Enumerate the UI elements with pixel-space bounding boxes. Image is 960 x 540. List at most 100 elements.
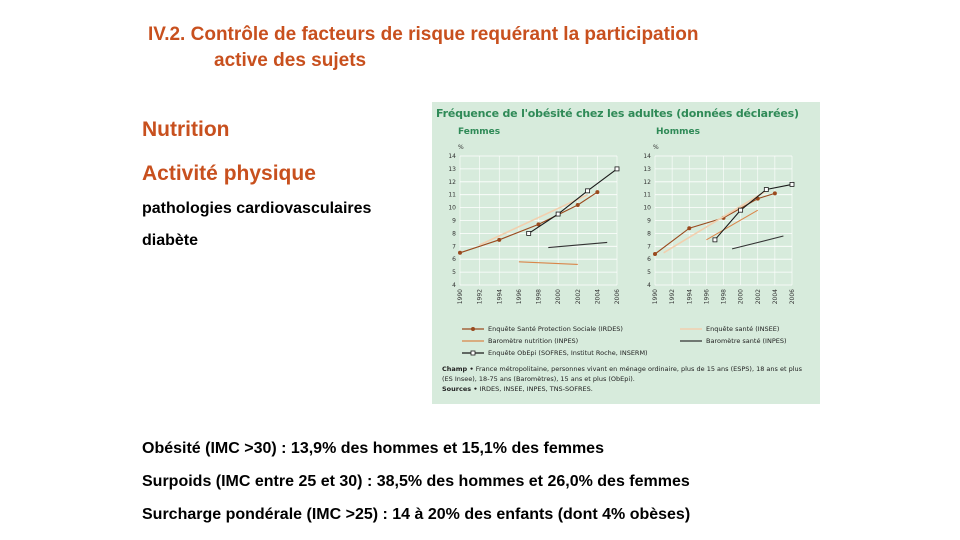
data-point bbox=[712, 237, 718, 243]
series-line bbox=[518, 261, 578, 265]
series-line bbox=[663, 190, 767, 254]
data-point bbox=[789, 181, 795, 187]
fact-surcharge-ponderale: Surcharge pondérale (IMC >25) : 14 à 20%… bbox=[142, 506, 691, 523]
sources-text: IRDES, INSEE, INPES, TNS-SOFRES. bbox=[479, 385, 593, 393]
x-tick-label: 1998 bbox=[721, 289, 728, 304]
y-tick-label: 13 bbox=[643, 166, 651, 173]
y-tick-label: 12 bbox=[643, 179, 651, 186]
y-tick-label: 11 bbox=[643, 192, 651, 199]
x-tick-label: 1990 bbox=[457, 289, 464, 304]
keyword-nutrition: Nutrition bbox=[142, 118, 230, 141]
y-tick-label: 5 bbox=[647, 269, 651, 276]
x-tick-label: 2002 bbox=[755, 289, 762, 304]
data-point bbox=[653, 252, 657, 257]
champ-label: Champ • bbox=[442, 365, 474, 373]
champ-note: Champ • France métropolitaine, personnes… bbox=[442, 364, 814, 384]
legend-item-esps: Enquête Santé Protection Sociale (IRDES) bbox=[462, 325, 623, 333]
y-tick-label: 9 bbox=[452, 218, 456, 225]
data-point bbox=[763, 187, 769, 192]
panel-title-hommes: Hommes bbox=[656, 127, 700, 137]
series-line bbox=[479, 193, 588, 246]
y-tick-label: 6 bbox=[452, 256, 456, 263]
x-tick-label: 2000 bbox=[738, 289, 745, 304]
x-tick-label: 1994 bbox=[496, 289, 503, 304]
x-tick-label: 2006 bbox=[614, 289, 621, 304]
chart-figure: Fréquence de l'obésité chez les adultes … bbox=[432, 102, 820, 404]
title-line-2: active des sujets bbox=[214, 50, 367, 71]
y-axis-unit: % bbox=[458, 144, 464, 151]
slide-title: IV.2. Contrôle de facteurs de risque req… bbox=[148, 22, 848, 74]
data-point bbox=[458, 250, 462, 255]
data-point bbox=[526, 230, 532, 236]
x-tick-label: 2002 bbox=[575, 289, 582, 304]
data-point bbox=[614, 166, 620, 172]
y-tick-label: 10 bbox=[643, 205, 651, 212]
data-point bbox=[772, 191, 777, 196]
data-point bbox=[555, 211, 561, 217]
legend-label-enquete-sante: Enquête santé (INSEE) bbox=[706, 325, 780, 333]
legend-label-esps: Enquête Santé Protection Sociale (IRDES) bbox=[488, 325, 623, 333]
y-tick-label: 9 bbox=[647, 218, 651, 225]
x-tick-label: 1990 bbox=[652, 289, 659, 304]
subitem-cardiovasculaire: pathologies cardiovasculaires bbox=[142, 200, 372, 217]
series-line bbox=[548, 241, 608, 249]
sources-label: Sources • bbox=[442, 385, 478, 393]
y-tick-label: 14 bbox=[448, 153, 456, 160]
legend-swatch-esps bbox=[462, 327, 484, 331]
legend-item-obepi: Enquête ObEpi (SOFRES, Institut Roche, I… bbox=[462, 349, 648, 357]
y-tick-label: 4 bbox=[452, 282, 456, 289]
y-tick-label: 8 bbox=[452, 230, 456, 237]
y-tick-label: 13 bbox=[448, 166, 456, 173]
legend-label-obepi: Enquête ObEpi (SOFRES, Institut Roche, I… bbox=[488, 349, 648, 357]
y-tick-label: 12 bbox=[448, 179, 456, 186]
legend-swatch-obepi bbox=[462, 350, 484, 356]
data-point bbox=[497, 237, 502, 242]
x-tick-label: 2000 bbox=[555, 289, 562, 304]
data-point bbox=[585, 188, 590, 194]
fact-obesite: Obésité (IMC >30) : 13,9% des hommes et … bbox=[142, 440, 604, 457]
legend-label-barometre-nutrition: Baromètre nutrition (INPES) bbox=[488, 337, 579, 345]
x-tick-label: 1992 bbox=[669, 289, 676, 304]
sources-note: Sources • IRDES, INSEE, INPES, TNS-SOFRE… bbox=[442, 384, 814, 394]
series-line bbox=[528, 168, 618, 234]
figure-title: Fréquence de l'obésité chez les adultes … bbox=[436, 107, 799, 120]
legend-item-barometre-nutrition: Baromètre nutrition (INPES) bbox=[462, 337, 578, 345]
x-tick-label: 1998 bbox=[536, 289, 543, 304]
y-tick-label: 11 bbox=[448, 192, 456, 199]
data-point bbox=[738, 207, 744, 213]
y-tick-label: 4 bbox=[647, 282, 651, 289]
title-line-1: IV.2. Contrôle de facteurs de risque req… bbox=[148, 24, 699, 45]
legend-item-enquete-sante: Enquête santé (INSEE) bbox=[680, 325, 779, 333]
x-tick-label: 2004 bbox=[772, 289, 779, 304]
data-point bbox=[595, 190, 600, 195]
y-tick-label: 14 bbox=[643, 153, 651, 160]
y-tick-label: 6 bbox=[647, 256, 651, 263]
y-tick-label: 10 bbox=[448, 205, 456, 212]
x-tick-label: 2006 bbox=[789, 289, 796, 304]
x-tick-label: 1996 bbox=[703, 289, 710, 304]
y-tick-label: 7 bbox=[647, 243, 651, 250]
x-tick-label: 2004 bbox=[594, 289, 601, 304]
data-point bbox=[687, 226, 692, 231]
data-point bbox=[575, 203, 580, 208]
legend-swatch-enquete-sante bbox=[680, 328, 702, 330]
series-line bbox=[654, 192, 776, 255]
legend-swatch-barometre-nutrition bbox=[462, 340, 484, 342]
data-point bbox=[536, 222, 541, 227]
series-line bbox=[706, 209, 759, 241]
keyword-activite-physique: Activité physique bbox=[142, 162, 316, 185]
x-tick-label: 1992 bbox=[477, 289, 484, 304]
y-axis-unit: % bbox=[653, 144, 659, 151]
legend-item-barometre-sante: Baromètre santé (INPES) bbox=[680, 337, 787, 345]
panel-title-femmes: Femmes bbox=[458, 127, 501, 137]
y-tick-label: 7 bbox=[452, 243, 456, 250]
legend-label-barometre-sante: Baromètre santé (INPES) bbox=[706, 337, 787, 345]
fact-surpoids: Surpoids (IMC entre 25 et 30) : 38,5% de… bbox=[142, 473, 690, 490]
legend-swatch-barometre-sante bbox=[680, 340, 702, 342]
series-line bbox=[714, 183, 793, 241]
figure-notes: Champ • France métropolitaine, personnes… bbox=[442, 364, 814, 394]
x-tick-label: 1996 bbox=[516, 289, 523, 304]
series-line bbox=[731, 235, 784, 250]
x-tick-label: 1994 bbox=[686, 289, 693, 304]
y-tick-label: 5 bbox=[452, 269, 456, 276]
